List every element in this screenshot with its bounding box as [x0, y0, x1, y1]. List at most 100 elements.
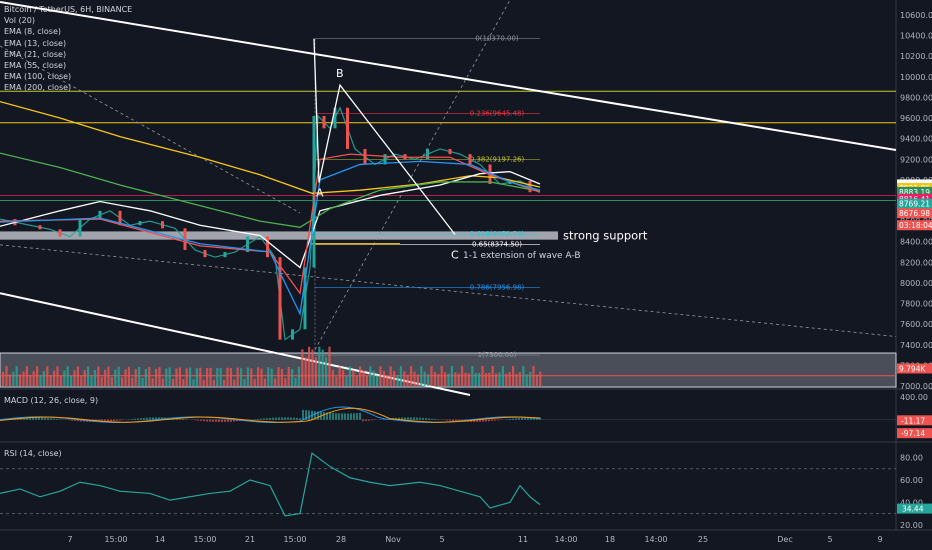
volume-bar — [202, 379, 205, 386]
indicator-ema-21[interactable]: EMA (21, close) — [4, 49, 67, 59]
macd-histogram-bar — [515, 418, 517, 420]
macd-histogram-bar — [293, 417, 295, 420]
candle — [426, 148, 429, 160]
volume-bar — [413, 371, 416, 386]
volume-bar — [488, 372, 491, 386]
volume-bar — [291, 369, 294, 386]
rsi-title[interactable]: RSI (14, close) — [4, 449, 62, 458]
volume-bar — [376, 375, 379, 386]
volume-bar — [474, 372, 477, 386]
time-tick-label: 14:00 — [554, 535, 577, 544]
volume-bar — [229, 368, 232, 386]
indicator-ema-8[interactable]: EMA (8, close) — [4, 27, 61, 37]
macd-histogram-bar — [134, 418, 136, 420]
price-tick-label: 7600.00 — [900, 320, 932, 329]
macd-histogram-bar — [305, 410, 307, 420]
macd-histogram-bar — [227, 419, 229, 422]
volume-bar — [189, 367, 192, 386]
macd-histogram-bar — [452, 419, 454, 421]
volume-bar — [36, 366, 39, 386]
macd-histogram-bar — [158, 417, 160, 420]
volume-bar — [117, 366, 120, 386]
wave-b-label: B — [336, 67, 344, 80]
volume-bar — [124, 369, 127, 386]
macd-histogram-bar — [455, 419, 457, 422]
volume-bar — [195, 368, 198, 386]
indicator-vol[interactable]: Vol (20) — [4, 16, 35, 26]
volume-bar — [325, 356, 328, 386]
price-tick-label: 9200.00 — [900, 155, 932, 164]
volume-bar — [280, 368, 283, 386]
volume-bar — [148, 367, 151, 386]
macd-histogram-bar — [329, 412, 331, 420]
indicator-ema-13[interactable]: EMA (13, close) — [4, 38, 67, 48]
macd-histogram-bar — [344, 413, 346, 420]
macd-tag-label: -97.14 — [901, 429, 925, 438]
macd-histogram-bar — [428, 418, 430, 420]
volume-bar — [505, 373, 508, 386]
macd-histogram-bar — [176, 418, 178, 420]
indicator-ema-200[interactable]: EMA (200, close) — [4, 83, 72, 93]
macd-histogram-bar — [269, 417, 271, 420]
rsi-tag — [897, 503, 932, 514]
macd-title[interactable]: MACD (12, 26, close, 9) — [4, 396, 99, 405]
fib-level-label: 0.65(8374.50) — [472, 240, 522, 248]
macd-histogram-bar — [161, 417, 163, 420]
macd-signal-line — [0, 407, 541, 423]
volume-bar — [457, 373, 460, 386]
macd-histogram-bar — [113, 419, 115, 422]
volume-bar — [304, 357, 307, 386]
macd-histogram-bar — [221, 419, 223, 422]
indicator-ema-55[interactable]: EMA (55, close) — [4, 61, 67, 71]
price-tick-label: 8400.00 — [900, 238, 932, 247]
volume-bar — [175, 368, 178, 386]
dashed-trendline — [0, 244, 897, 337]
symbol-title[interactable]: Bitcoin / TetherUS, 6H, BINANCE — [4, 5, 133, 14]
macd-histogram-bar — [257, 419, 259, 420]
macd-histogram-bar — [524, 417, 526, 420]
macd-histogram-bar — [449, 419, 451, 421]
macd-histogram-bar — [104, 419, 106, 422]
volume-bar — [240, 368, 243, 386]
volume-bar — [427, 374, 430, 386]
price-tag — [897, 220, 932, 231]
macd-histogram-bar — [71, 419, 73, 421]
time-tick-label: Nov — [385, 535, 401, 544]
price-tick-label: 9600.00 — [900, 114, 932, 123]
price-tag-label: 9.794K — [899, 364, 926, 373]
volume-bar — [372, 370, 375, 386]
candle — [98, 210, 102, 220]
volume-bar — [379, 366, 382, 386]
volume-bar — [365, 375, 368, 386]
rsi-tick-label: 80.00 — [900, 454, 923, 463]
macd-histogram-bar — [140, 418, 142, 420]
macd-histogram-bar — [434, 419, 436, 420]
volume-bar — [508, 372, 511, 386]
price-tick-label: 7400.00 — [900, 341, 932, 350]
macd-histogram-bar — [29, 417, 31, 420]
time-tick-label: 9 — [877, 535, 882, 544]
wave-c-label: C — [451, 249, 459, 262]
volume-bar — [39, 375, 42, 386]
volume-bar — [406, 374, 409, 386]
volume-bar — [114, 369, 117, 386]
volume-bar — [29, 374, 32, 386]
volume-bar — [416, 374, 419, 386]
macd-histogram-bar — [53, 418, 55, 420]
indicator-ema-100[interactable]: EMA (100, close) — [4, 72, 72, 82]
dashed-trendline — [0, 45, 301, 214]
macd-histogram-bar — [266, 418, 268, 420]
volume-bar — [236, 367, 239, 386]
macd-histogram-bar — [23, 417, 25, 420]
macd-histogram-bar — [272, 417, 274, 420]
volume-bar — [138, 366, 141, 386]
macd-histogram-bar — [476, 419, 478, 422]
macd-histogram-bar — [56, 418, 58, 420]
time-tick-label: 14:00 — [644, 535, 667, 544]
price-tick-label: 9800.00 — [900, 93, 932, 102]
volume-bar — [110, 377, 113, 386]
macd-histogram-bar — [260, 418, 262, 420]
volume-bar — [433, 371, 436, 386]
ema-line — [0, 100, 541, 194]
